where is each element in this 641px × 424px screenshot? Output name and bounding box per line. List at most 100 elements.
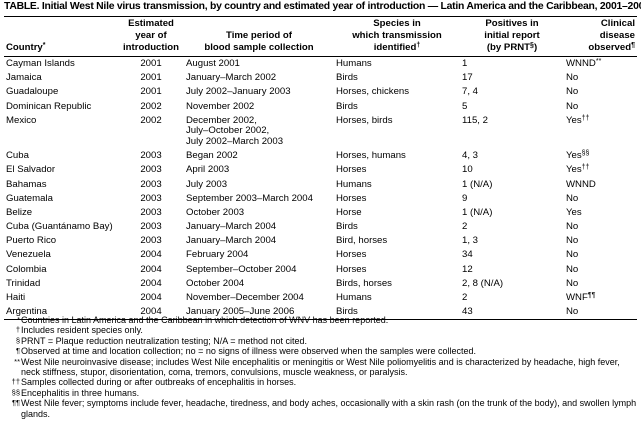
cell: Humans (334, 178, 460, 192)
cell: 2001 (118, 71, 184, 85)
cell-text: November–December 2004 (186, 292, 304, 303)
cell-text: Yes (566, 150, 582, 162)
cell-text: Humans (336, 292, 372, 303)
cell: 2001 (118, 85, 184, 99)
cell: July 2003 (184, 178, 334, 192)
cell: 1 (N/A) (460, 206, 564, 220)
cell: No (564, 263, 637, 277)
cell: January 2005–June 2006 (184, 305, 334, 321)
footnote: ** West Nile neuroinvasive disease; inclu… (4, 357, 637, 378)
footnote-mark: ** (14, 356, 20, 366)
cell-text: Birds (336, 306, 358, 318)
table-row: Jamaica 2001 January–March 2002 Birds 17 No (4, 71, 637, 85)
cell: 2004 (118, 263, 184, 277)
cell-text: WNF (566, 292, 588, 303)
cell: No (564, 192, 637, 206)
table-title: TABLE. Initial West Nile virus transmiss… (4, 1, 641, 12)
cell-text: No (566, 277, 579, 289)
cell: 43 (460, 305, 564, 321)
header-text: introduction (123, 42, 179, 53)
cell-text: October 2003 (186, 206, 245, 218)
cell-text: 2001 (140, 58, 162, 69)
footnote: † Includes resident species only. (4, 325, 637, 335)
cell-text: 2003 (140, 178, 162, 190)
cell-text: Horses, birds (336, 114, 393, 126)
cell-text: April 2003 (186, 164, 230, 176)
cell-text: Colombia (6, 263, 47, 275)
cell: 115, 2 (460, 114, 564, 149)
cell: Horses (334, 248, 460, 262)
header-text: blood sample collection (204, 42, 314, 53)
cell: No (564, 277, 637, 291)
cell: Guadaloupe (4, 85, 118, 99)
cell-text: Horses (336, 249, 367, 261)
header-cell: Estimated year of introduction (118, 16, 184, 57)
cell-text: 2002 (140, 114, 162, 126)
cell: Birds (334, 100, 460, 114)
cell: 9 (460, 192, 564, 206)
cell: Humans (334, 57, 460, 72)
cell: Cayman Islands (4, 57, 118, 72)
cell: Horses, humans (334, 149, 460, 163)
cell: Guatemala (4, 192, 118, 206)
cell-text: No (566, 235, 579, 247)
cell-text: December 2002, (186, 114, 257, 126)
cell-text: Yes (566, 114, 582, 126)
cell-text: El Salvador (6, 164, 56, 176)
cell-text: Horses, chickens (336, 86, 410, 98)
cell-text: No (566, 263, 579, 275)
cell: Bahamas (4, 178, 118, 192)
cell-text: 2003 (140, 192, 162, 204)
header-text: Positives in (485, 18, 539, 29)
table-row: Guatemala 2003 September 2003–March 2004 Ho… (4, 192, 637, 206)
cell-text: 115, 2 (462, 114, 488, 126)
cell-text: 4, 3 (462, 150, 479, 162)
cell: El Salvador (4, 163, 118, 177)
cell: 17 (460, 71, 564, 85)
cell-text: Horses (336, 263, 367, 275)
cell: Began 2002 (184, 149, 334, 163)
cell-text: Jamaica (6, 72, 42, 84)
cell: No (564, 248, 637, 262)
cell: Horses, birds (334, 114, 460, 149)
cell: 12 (460, 263, 564, 277)
header-text: identified (373, 42, 417, 53)
cell: Cuba (Guantánamo Bay) (4, 220, 118, 234)
cell: Bird, horses (334, 234, 460, 248)
cell-text: No (566, 192, 579, 204)
cell-text: October 2004 (186, 277, 245, 289)
cell: 2003 (118, 192, 184, 206)
footnote-text: Samples collected during or after outbre… (21, 377, 297, 388)
cell-text: 2004 (140, 292, 162, 303)
cell-text: Yes (566, 206, 582, 218)
footnote: §§ Encephalitis in three humans. (4, 388, 637, 398)
header-text: year of (135, 30, 167, 41)
footnote: ¶ Observed at time and location collectio… (4, 346, 637, 356)
footnote-mark: §§ (581, 150, 590, 158)
cell-text: 17 (462, 72, 473, 84)
footnote-mark: †† (11, 377, 20, 387)
table-row: Cuba (Guantánamo Bay) 2003 January–March 2… (4, 220, 637, 234)
cell: 2003 (118, 234, 184, 248)
cell-text: 2004 (140, 277, 162, 289)
cell: 4, 3 (460, 149, 564, 163)
cell-text: Birds, horses (336, 277, 392, 289)
cell: November 2002 (184, 100, 334, 114)
cell: Argentina (4, 305, 118, 321)
footnote-mark: † (416, 42, 421, 49)
cell: Yes (564, 206, 637, 220)
cell-text: Mexico (6, 114, 37, 126)
cell-text: Humans (336, 178, 372, 190)
table-row: Colombia 2004 September–October 2004 Horses… (4, 263, 637, 277)
cell-text: January–March 2002 (186, 72, 277, 84)
header-cell: Positives in initial report (by PRNT§) (460, 16, 564, 57)
table-row: Trinidad 2004 October 2004 Birds, horses 2, … (4, 277, 637, 291)
footnote-mark: † (15, 325, 20, 335)
footnote-mark: * (17, 315, 20, 324)
cell-text: 9 (462, 192, 468, 204)
cell: 2003 (118, 220, 184, 234)
header-cell: Species in which transmission identified† (334, 16, 460, 57)
table-row: Cayman Islands 2001 August 2001 Humans 1 WNND… (4, 57, 637, 72)
cell-text: 1, 3 (462, 235, 479, 247)
cell: WNND** (564, 57, 637, 72)
